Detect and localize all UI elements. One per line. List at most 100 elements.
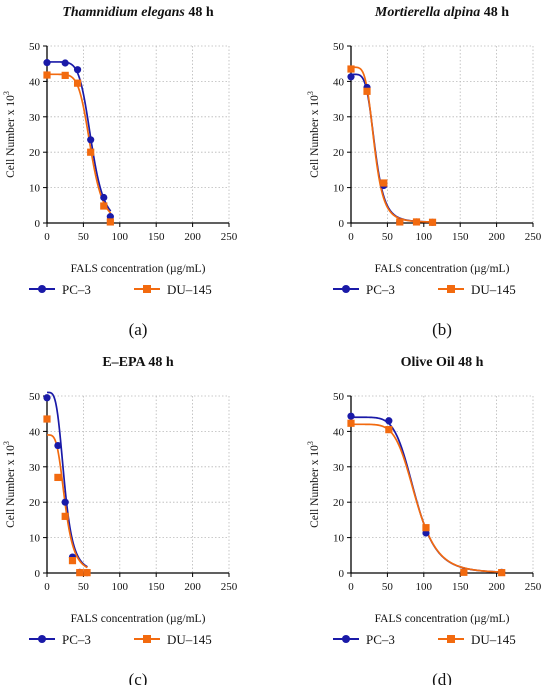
- y-axis-label-sup: 3: [306, 91, 315, 95]
- x-tick-label: 50: [78, 581, 90, 593]
- y-tick-label: 40: [333, 426, 345, 438]
- panel-4: Olive Oil 48 h 0 50 100 150 200 250 0 10 20 30 40 50…: [306, 355, 542, 689]
- y-tick-label: 50: [29, 41, 41, 53]
- y-axis-label-text: Cell Number x 10: [5, 445, 17, 528]
- y-tick-label: 40: [29, 76, 41, 88]
- panel-title: Thamnidium elegans 48 h: [62, 5, 214, 20]
- panel-title-italic: Mortierella alpina: [374, 5, 480, 20]
- y-axis-label: Cell Number x 103: [2, 441, 17, 528]
- legend-label: DU–145: [471, 282, 516, 297]
- panel-2: Mortierella alpina 48 h 0 50 100 150 200 250 0 1…: [306, 5, 542, 339]
- x-tick-label: 200: [488, 231, 505, 243]
- x-axis-label: FALS concentration (µg/mL): [71, 263, 206, 275]
- panel-3: E–EPA 48 h 0 50 100 150 200 250 0 10 20 30 40 50 FALS…: [2, 355, 238, 689]
- panel-title-rest: E–EPA 48 h: [102, 355, 174, 370]
- data-point-du145: [106, 218, 114, 226]
- legend-marker-circle: [38, 635, 46, 643]
- x-axis-label: FALS concentration (µg/mL): [71, 613, 206, 625]
- data-point-du145: [347, 65, 355, 73]
- fit-curve-pc3: [351, 73, 433, 223]
- data-point-pc3: [43, 394, 51, 402]
- fit-curve-pc3: [47, 61, 112, 212]
- y-tick-label: 20: [29, 147, 41, 159]
- data-point-du145: [396, 218, 404, 226]
- data-point-pc3: [43, 59, 51, 67]
- y-axis-label: Cell Number x 103: [306, 441, 321, 528]
- x-tick-label: 0: [44, 581, 50, 593]
- x-tick-label: 100: [112, 231, 129, 243]
- data-point-du145: [87, 148, 95, 156]
- fit-curve-pc3: [351, 416, 503, 573]
- x-axis-label: FALS concentration (µg/mL): [375, 613, 510, 625]
- x-tick-label: 200: [488, 581, 505, 593]
- legend-label: PC–3: [62, 632, 91, 647]
- y-tick-label: 30: [29, 112, 41, 124]
- data-point-pc3: [87, 136, 95, 144]
- legend-label: PC–3: [366, 282, 395, 297]
- x-tick-label: 150: [148, 581, 165, 593]
- y-tick-label: 50: [333, 391, 345, 403]
- y-tick-label: 10: [29, 183, 41, 195]
- legend-marker-circle: [38, 285, 46, 293]
- data-point-pc3: [73, 66, 82, 74]
- data-point-du145: [54, 473, 62, 482]
- y-axis-label: Cell Number x 103: [2, 91, 17, 178]
- panel-title: E–EPA 48 h: [102, 355, 174, 370]
- x-tick-label: 0: [44, 231, 50, 243]
- data-point-du145: [73, 79, 82, 87]
- x-axis-label: FALS concentration (µg/mL): [375, 263, 510, 275]
- panel-letter: (c): [129, 670, 148, 685]
- y-tick-label: 30: [333, 462, 345, 474]
- data-point-du145: [68, 557, 77, 565]
- fit-curve-pc3: [47, 391, 88, 568]
- data-point-du145: [498, 569, 506, 577]
- x-tick-label: 100: [416, 231, 433, 243]
- data-point-pc3: [385, 417, 393, 425]
- legend-label: DU–145: [471, 632, 516, 647]
- x-tick-label: 100: [112, 581, 129, 593]
- panel-1: Thamnidium elegans 48 h 0 50 100 150 200 250 0 1…: [2, 5, 238, 339]
- panel-title: Olive Oil 48 h: [401, 355, 484, 370]
- y-tick-label: 50: [333, 41, 345, 53]
- legend-label: DU–145: [167, 282, 212, 297]
- panel-title-rest: 48 h: [185, 5, 214, 20]
- y-tick-label: 0: [339, 568, 345, 580]
- y-tick-label: 20: [333, 147, 345, 159]
- legend: PC–3 DU–145: [29, 282, 212, 297]
- x-tick-label: 250: [221, 581, 238, 593]
- data-point-pc3: [347, 73, 355, 81]
- legend: PC–3 DU–145: [29, 632, 212, 647]
- y-axis-label-sup: 3: [306, 441, 315, 445]
- y-tick-label: 0: [339, 218, 345, 230]
- panel-title-italic: Thamnidium elegans: [62, 5, 185, 20]
- legend-marker-circle: [342, 285, 350, 293]
- y-axis-label-text: Cell Number x 10: [309, 445, 321, 528]
- data-point-du145: [460, 568, 468, 576]
- legend: PC–3 DU–145: [333, 282, 516, 297]
- x-tick-label: 250: [525, 231, 542, 243]
- legend-marker-square: [447, 285, 455, 293]
- x-tick-label: 150: [452, 581, 469, 593]
- x-tick-label: 0: [348, 581, 354, 593]
- x-tick-label: 200: [184, 581, 201, 593]
- x-tick-label: 50: [382, 581, 394, 593]
- x-tick-label: 50: [382, 231, 394, 243]
- data-point-pc3: [100, 193, 108, 202]
- y-tick-label: 20: [333, 497, 345, 509]
- data-point-du145: [61, 512, 69, 520]
- y-tick-label: 20: [29, 497, 41, 509]
- data-point-du145: [43, 415, 51, 423]
- y-tick-label: 10: [333, 183, 345, 195]
- data-point-du145: [83, 569, 91, 577]
- y-tick-label: 40: [333, 76, 345, 88]
- panel-title: Mortierella alpina 48 h: [374, 5, 509, 20]
- fit-curve-du145: [351, 423, 503, 573]
- legend-label: PC–3: [366, 632, 395, 647]
- panel-letter: (d): [432, 670, 452, 685]
- data-point-pc3: [61, 498, 69, 506]
- data-point-du145: [347, 419, 355, 427]
- legend-marker-circle: [342, 635, 350, 643]
- data-point-du145: [385, 426, 393, 434]
- legend-label: PC–3: [62, 282, 91, 297]
